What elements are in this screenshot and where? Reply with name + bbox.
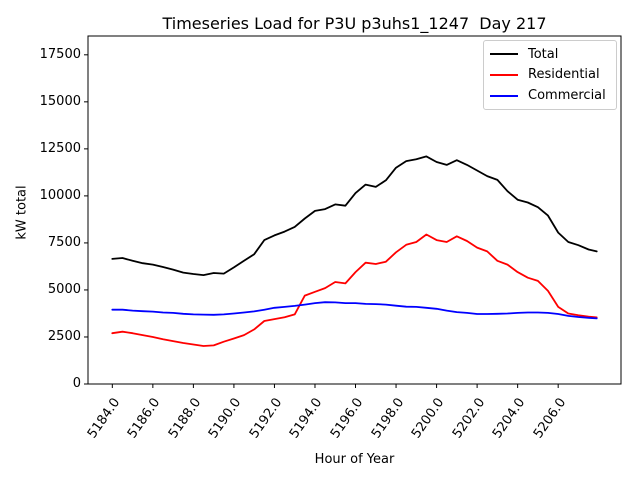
legend-row-total: Total bbox=[490, 47, 610, 62]
legend-total-label: Total bbox=[528, 46, 559, 62]
y-tick-label: 17500 bbox=[39, 46, 81, 62]
legend-commercial-label: Commercial bbox=[528, 88, 606, 104]
x-axis-label: Hour of Year bbox=[314, 452, 395, 467]
legend-row-commercial: Commercial bbox=[490, 88, 610, 103]
legend: Total Residential Commercial bbox=[483, 40, 617, 110]
residential-line bbox=[111, 233, 598, 347]
y-tick-label: 12500 bbox=[39, 140, 81, 156]
chart-title: Timeseries Load for P3U p3uhs1_1247 Day … bbox=[162, 14, 547, 33]
y-tick-label: 10000 bbox=[39, 187, 81, 203]
axes-border bbox=[87, 35, 622, 385]
legend-commercial-line-icon bbox=[490, 94, 518, 97]
legend-residential-label: Residential bbox=[528, 67, 600, 83]
legend-row-residential: Residential bbox=[490, 67, 610, 82]
y-tick-label: 5000 bbox=[47, 281, 81, 297]
y-tick-label: 15000 bbox=[39, 93, 81, 109]
legend-residential-line-icon bbox=[490, 73, 518, 76]
total-line bbox=[111, 155, 598, 277]
y-tick-label: 0 bbox=[72, 376, 81, 391]
legend-total-line-icon bbox=[490, 53, 518, 56]
y-tick-label: 7500 bbox=[47, 234, 81, 250]
y-tick-label: 2500 bbox=[47, 328, 81, 344]
commercial-line bbox=[111, 301, 598, 320]
y-axis-label: kW total bbox=[14, 185, 30, 240]
